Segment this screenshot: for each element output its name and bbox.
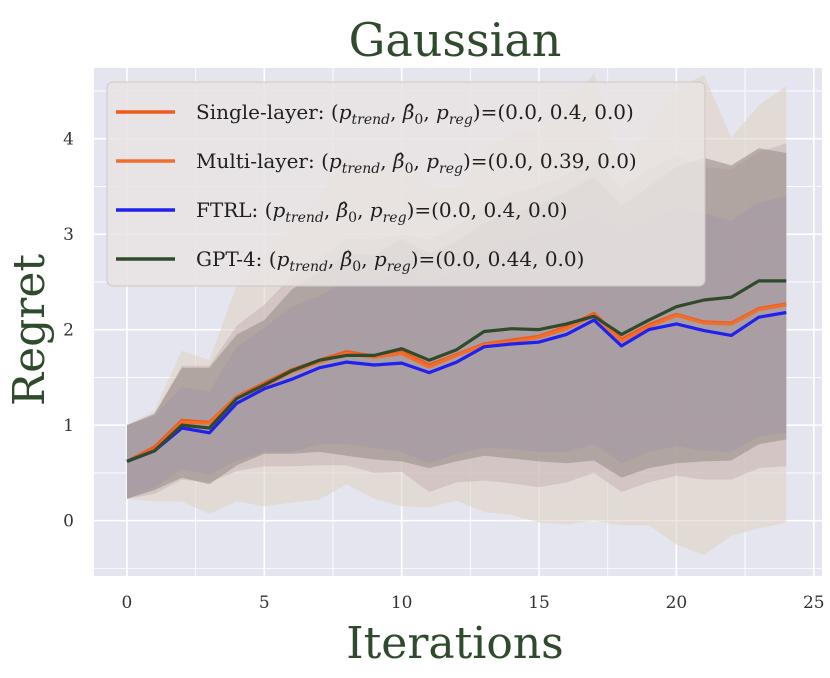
y-tick-label: 1	[63, 416, 74, 436]
line-series-2	[126, 310, 787, 463]
legend-entry: Single-layer: (ptrend, β̂0, preg)=(0.0, …	[196, 100, 634, 128]
x-axis-ticks: 0 5 10 15 20 25	[122, 593, 825, 613]
legend-entry: FTRL: (ptrend, β̂0, preg)=(0.0, 0.4, 0.0…	[196, 198, 568, 226]
x-tick-label: 15	[528, 593, 550, 613]
x-tick-label: 0	[122, 593, 133, 613]
y-tick-label: 4	[63, 130, 74, 150]
y-tick-label: 2	[63, 321, 74, 341]
x-tick-label: 20	[666, 593, 688, 613]
y-axis-label: Regret	[4, 254, 55, 406]
legend-entry: Multi-layer: (ptrend, β̂0, preg)=(0.0, 0…	[196, 149, 637, 177]
legend: Single-layer: (ptrend, β̂0, preg)=(0.0, …	[106, 81, 706, 287]
x-tick-label: 5	[259, 593, 270, 613]
chart-title: Gaussian	[349, 13, 562, 67]
x-tick-label: 25	[803, 593, 825, 613]
x-axis-label: Iterations	[346, 618, 564, 669]
y-tick-label: 0	[63, 512, 74, 532]
legend-entry: GPT-4: (ptrend, β̂0, preg)=(0.0, 0.44, 0…	[196, 247, 584, 275]
series-lines	[126, 279, 787, 463]
legend-box	[106, 81, 706, 287]
x-tick-label: 10	[391, 593, 413, 613]
line-series-3	[126, 279, 787, 463]
y-axis-ticks: 0 1 2 3 4	[63, 130, 74, 532]
y-tick-label: 3	[63, 225, 74, 245]
